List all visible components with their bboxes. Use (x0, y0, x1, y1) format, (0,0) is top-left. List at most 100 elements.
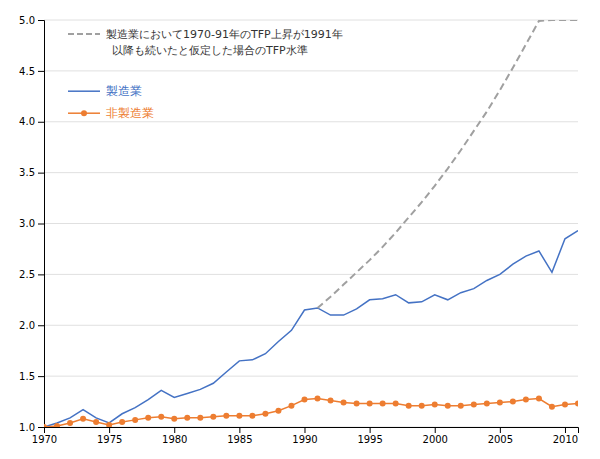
point (249, 413, 255, 419)
point (145, 415, 151, 421)
point (406, 403, 412, 409)
point (523, 397, 529, 403)
chart: 1970197519801985199019952000200520101.01… (0, 0, 600, 459)
point (549, 404, 555, 410)
point (210, 414, 216, 420)
tick: 1990 (292, 427, 317, 445)
point (67, 420, 73, 426)
legend-swatch (68, 33, 100, 35)
point (458, 403, 464, 409)
tick-label: 2.0 (19, 320, 35, 331)
tick-mark (370, 427, 371, 433)
point (288, 403, 294, 409)
legend-swatch (68, 90, 100, 92)
tick-label: 2.5 (19, 269, 35, 280)
tick: 2.0 (19, 320, 44, 331)
grid-line (44, 70, 578, 71)
point (341, 400, 347, 406)
grid-line (44, 223, 578, 224)
tick: 1.5 (19, 371, 44, 382)
tick-mark (38, 224, 44, 225)
legend-item: 製造業において1970-91年のTFP上昇が1991年 (68, 28, 343, 41)
grid-line (44, 376, 578, 377)
tick-mark (38, 122, 44, 123)
tick-mark (304, 427, 305, 433)
tick-label: 1975 (97, 434, 122, 445)
tick-label: 3.0 (19, 218, 35, 229)
point (132, 417, 138, 423)
point (562, 402, 568, 408)
tick: 3.0 (19, 218, 44, 229)
tick-mark (38, 173, 44, 174)
point (106, 422, 112, 427)
point (54, 423, 60, 427)
grid-line (44, 121, 578, 122)
tick-mark (38, 427, 44, 428)
plot: 1970197519801985199019952000200520101.01… (19, 15, 581, 445)
point (184, 415, 190, 421)
point (315, 396, 321, 402)
tick: 5.0 (19, 15, 44, 26)
tick-label: 4.0 (19, 116, 35, 127)
x-axis: 1970 1975 1980 1985 1990 1995 2000 2005 2010 (32, 427, 579, 445)
point (44, 424, 47, 427)
point (171, 416, 177, 422)
tick: 2.5 (19, 269, 44, 280)
annotation: 以降も続いたと仮定した場合のTFP水準 (112, 44, 308, 57)
tick-mark (38, 376, 44, 377)
point (93, 419, 99, 425)
tick: 4.5 (19, 66, 44, 77)
tick: 2000 (423, 427, 448, 445)
tick-label: 4.5 (19, 66, 35, 77)
point (484, 401, 490, 407)
legend-label: 製造業において1970-91年のTFP上昇が1991年 (106, 28, 343, 41)
point (301, 397, 307, 403)
legend: 製造業において1970-91年のTFP上昇が1991年以降も続いたと仮定した場合… (68, 28, 343, 121)
point (471, 402, 477, 408)
tick-label: 1.5 (19, 371, 35, 382)
tick-mark (38, 325, 44, 326)
tick-label: 1.0 (19, 422, 35, 433)
tick: 1985 (227, 427, 252, 445)
axis-line (45, 428, 579, 434)
tick-mark (38, 20, 44, 21)
tick-label: 1970 (32, 434, 57, 445)
tick-label: 1985 (227, 434, 252, 445)
legend-label: 非製造業 (106, 106, 154, 120)
point (575, 401, 578, 407)
tick-label: 2000 (423, 434, 448, 445)
tick-label: 5.0 (19, 15, 35, 26)
point (445, 403, 451, 409)
tick: 4.0 (19, 116, 44, 127)
point (223, 413, 229, 419)
grid-line (44, 172, 578, 173)
tick: 3.5 (19, 167, 44, 178)
tick: 1.0 (19, 422, 44, 433)
point (354, 401, 360, 407)
series-line (318, 20, 578, 308)
point (536, 396, 542, 402)
tick-mark (38, 274, 44, 275)
tick-mark (38, 71, 44, 72)
legend-item: 製造業 (68, 84, 142, 98)
tick-label: 1990 (292, 434, 317, 445)
point (197, 415, 203, 421)
tick-label: 1980 (162, 434, 187, 445)
series-line (44, 231, 578, 427)
point (510, 399, 516, 405)
point (497, 400, 503, 406)
point (275, 408, 281, 414)
grid-line (44, 325, 578, 326)
tick: 2005 (488, 427, 513, 445)
tick-mark (435, 427, 436, 433)
tick-label: 1995 (357, 434, 382, 445)
series-markers (44, 396, 578, 427)
y-axis: 1.0 1.5 2.0 2.5 3.0 3.5 4.0 4.5 5.0 (19, 15, 44, 433)
point (432, 402, 438, 408)
point (262, 411, 268, 417)
tick-label: 2005 (488, 434, 513, 445)
tick: 2010 (553, 427, 578, 445)
legend-item: 非製造業 (68, 106, 154, 120)
point (419, 403, 425, 409)
tick-mark (565, 427, 566, 433)
